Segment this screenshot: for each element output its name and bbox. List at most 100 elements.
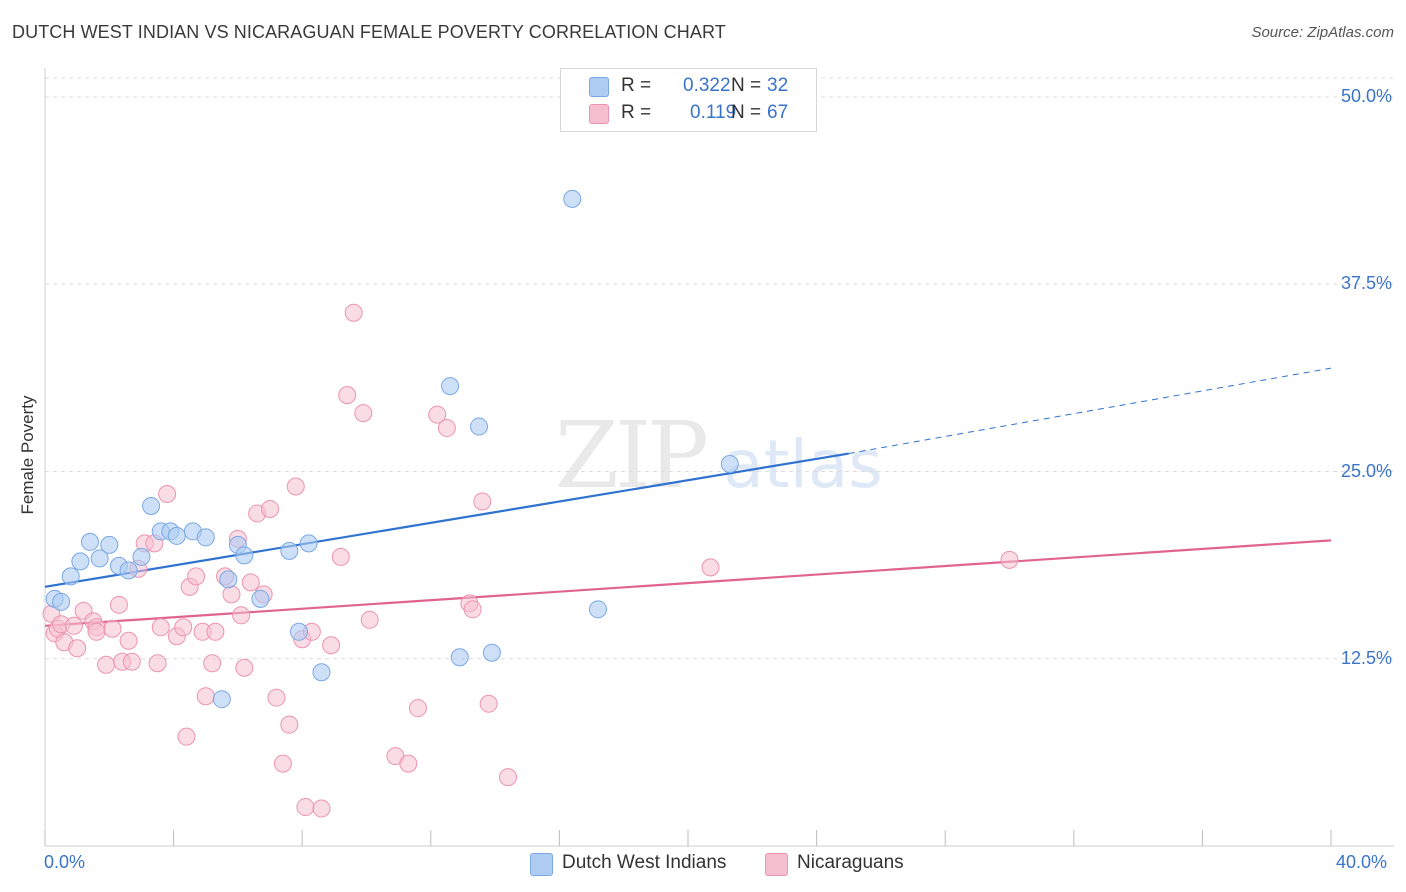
- point-dutch-west-indians: [212, 690, 231, 709]
- trend-line-nicaraguans: [44, 539, 1332, 627]
- n-value: 32: [767, 75, 789, 96]
- point-dutch-west-indians: [588, 600, 607, 619]
- point-dutch-west-indians: [142, 496, 161, 515]
- point-nicaraguans: [97, 655, 116, 674]
- point-nicaraguans: [232, 606, 251, 625]
- r-label: R =: [621, 75, 652, 96]
- point-nicaraguans: [206, 622, 225, 641]
- point-nicaraguans: [338, 386, 357, 405]
- watermark-atlas: atlas: [723, 426, 883, 503]
- legend-label: Nicaraguans: [797, 852, 904, 873]
- source-label: Source: ZipAtlas.com: [1251, 24, 1394, 41]
- point-nicaraguans: [331, 547, 350, 566]
- n-label: N =: [731, 102, 762, 123]
- point-nicaraguans: [473, 492, 492, 511]
- point-nicaraguans: [241, 573, 260, 592]
- y-tick-label: 37.5%: [1340, 273, 1392, 294]
- point-nicaraguans: [222, 585, 241, 604]
- axes: [44, 68, 1394, 847]
- trend-line-dutch-west-indians-extension: [848, 367, 1332, 455]
- point-nicaraguans: [103, 619, 122, 638]
- point-nicaraguans: [119, 631, 138, 650]
- point-nicaraguans: [151, 618, 170, 637]
- point-nicaraguans: [187, 567, 206, 586]
- point-dutch-west-indians: [312, 663, 331, 682]
- swatch-pink: [765, 853, 788, 876]
- point-dutch-west-indians: [52, 592, 71, 611]
- point-dutch-west-indians: [219, 570, 238, 589]
- point-nicaraguans: [498, 768, 517, 787]
- point-nicaraguans: [312, 799, 331, 818]
- point-nicaraguans: [122, 652, 141, 671]
- y-tick-label: 12.5%: [1340, 647, 1392, 668]
- y-tick-label: 25.0%: [1340, 460, 1392, 481]
- trend-lines: [44, 367, 1332, 627]
- point-nicaraguans: [203, 654, 222, 673]
- swatch-blue: [530, 853, 553, 876]
- point-nicaraguans: [286, 477, 305, 496]
- point-dutch-west-indians: [450, 648, 469, 667]
- point-dutch-west-indians: [441, 377, 460, 396]
- y-tick-label: 50.0%: [1340, 86, 1392, 106]
- point-nicaraguans: [354, 404, 373, 423]
- watermark-zip: ZIP: [555, 402, 706, 509]
- point-nicaraguans: [196, 687, 215, 706]
- point-nicaraguans: [1000, 550, 1019, 569]
- n-label: N =: [731, 75, 762, 96]
- r-value: 0.119: [690, 102, 737, 123]
- point-dutch-west-indians: [720, 455, 739, 474]
- point-dutch-west-indians: [235, 546, 254, 565]
- point-nicaraguans: [479, 694, 498, 713]
- point-nicaraguans: [437, 419, 456, 438]
- point-dutch-west-indians: [299, 534, 318, 553]
- point-dutch-west-indians: [90, 549, 109, 568]
- r-value: 0.322: [683, 75, 731, 96]
- point-nicaraguans: [428, 405, 447, 424]
- point-dutch-west-indians: [563, 189, 582, 208]
- point-dutch-west-indians: [100, 535, 119, 554]
- point-dutch-west-indians: [482, 643, 501, 662]
- point-nicaraguans: [408, 699, 427, 718]
- point-nicaraguans: [701, 558, 720, 577]
- point-nicaraguans: [235, 658, 254, 677]
- point-nicaraguans: [463, 600, 482, 619]
- point-dutch-west-indians: [61, 567, 80, 586]
- point-dutch-west-indians: [280, 541, 299, 560]
- point-nicaraguans: [280, 715, 299, 734]
- point-dutch-west-indians: [119, 561, 138, 580]
- point-dutch-west-indians: [196, 528, 215, 547]
- legend-label: Dutch West Indians: [562, 852, 727, 873]
- stats-legend: R = 0.322 N = 32 R = 0.119 N = 67: [560, 68, 817, 132]
- n-value: 67: [767, 102, 789, 123]
- point-nicaraguans: [296, 798, 315, 817]
- point-nicaraguans: [109, 595, 128, 614]
- point-nicaraguans: [273, 754, 292, 773]
- x-tick-label-max: 40.0%: [1336, 852, 1388, 872]
- gridlines: [45, 77, 1394, 660]
- point-nicaraguans: [267, 688, 286, 707]
- point-dutch-west-indians: [251, 589, 270, 608]
- point-nicaraguans: [344, 303, 363, 322]
- point-nicaraguans: [87, 622, 106, 641]
- point-nicaraguans: [148, 654, 167, 673]
- point-dutch-west-indians: [289, 622, 308, 641]
- point-nicaraguans: [261, 499, 280, 518]
- point-dutch-west-indians: [132, 547, 151, 566]
- point-nicaraguans: [174, 618, 193, 637]
- r-label: R =: [621, 102, 652, 123]
- point-nicaraguans: [360, 610, 379, 629]
- chart-title: DUTCH WEST INDIAN VS NICARAGUAN FEMALE P…: [12, 22, 726, 42]
- point-nicaraguans: [68, 639, 87, 658]
- point-nicaraguans: [64, 616, 83, 635]
- swatch-pink: [589, 104, 609, 124]
- point-nicaraguans: [399, 754, 418, 773]
- point-nicaraguans: [322, 636, 341, 655]
- point-dutch-west-indians: [81, 532, 100, 551]
- swatch-blue: [589, 77, 609, 97]
- point-nicaraguans: [158, 484, 177, 503]
- x-tick-label-min: 0.0%: [44, 852, 86, 872]
- data-points: [42, 189, 1019, 818]
- point-dutch-west-indians: [470, 417, 489, 436]
- point-nicaraguans: [177, 727, 196, 746]
